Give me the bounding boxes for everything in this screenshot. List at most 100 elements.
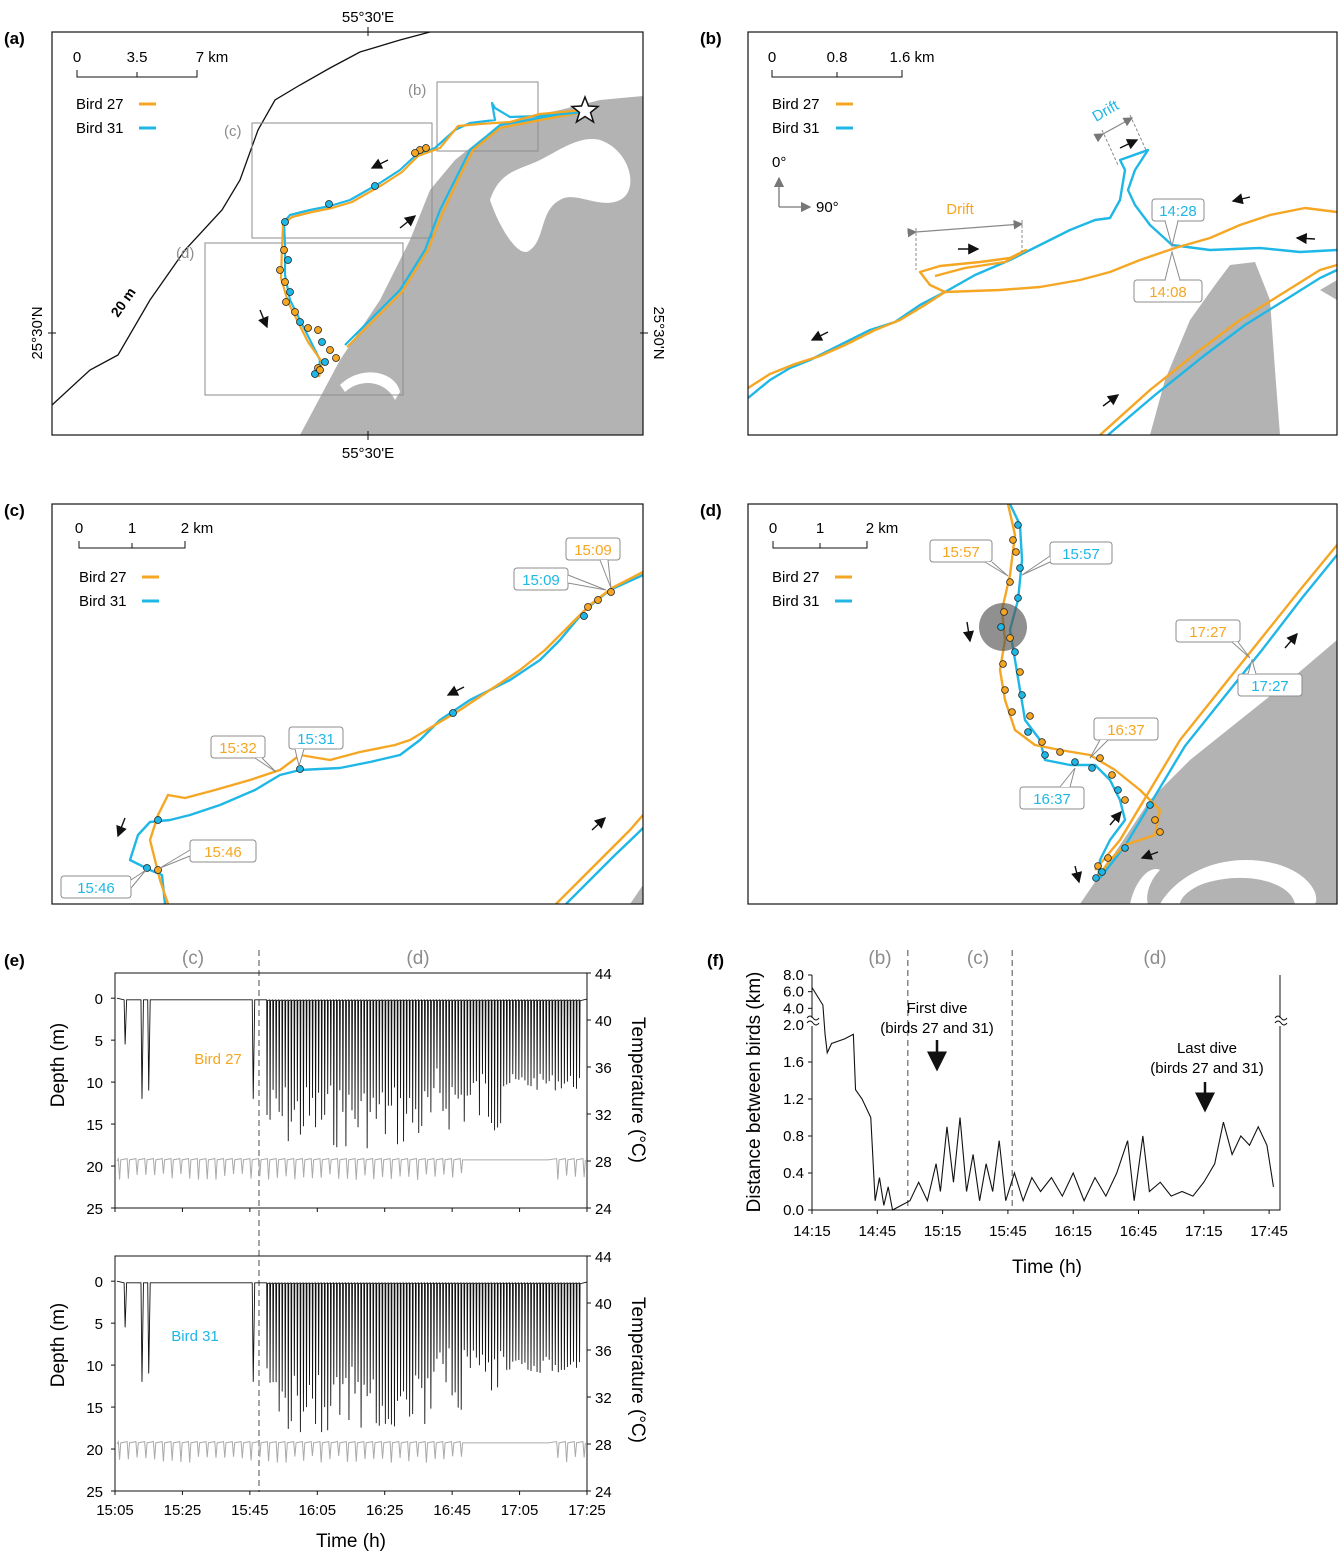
- time-label-d: 16:37: [1107, 722, 1145, 739]
- panel-e-section-d: (d): [406, 948, 429, 969]
- temperature-trace: [116, 1156, 586, 1180]
- dive-marker-a: [286, 288, 294, 296]
- callout-c-1546-31: 15:46: [60, 869, 147, 899]
- depth-tick-label: 10: [86, 1358, 103, 1375]
- depth-trace: [116, 1280, 588, 1433]
- dive-marker: [154, 816, 162, 824]
- dive-marker: [1016, 668, 1024, 676]
- dive-marker: [1151, 816, 1159, 824]
- depth-tick-label: 15: [86, 1117, 103, 1134]
- temp-tick-label: 40: [595, 1013, 612, 1030]
- time-tick-label: 15:45: [231, 1502, 269, 1519]
- panel-f: (f) (b) (c) (d) 8.06.04.02.0 1.6 1.2 0.8 0.4…: [707, 948, 1288, 1278]
- y-tick-label: 1.6: [783, 1054, 804, 1071]
- dive-marker: [1014, 594, 1022, 602]
- scale-b-max: 1.6 km: [889, 49, 934, 66]
- dive-marker: [1092, 874, 1100, 882]
- time-label-c: 15:09: [522, 572, 560, 589]
- xlabel-e: Time (h): [316, 1531, 386, 1552]
- time-label-d: 17:27: [1189, 624, 1227, 641]
- dive-marker: [1011, 648, 1019, 656]
- plot-frame: [114, 972, 588, 1209]
- dive-marker: [584, 603, 592, 611]
- direction-arrows-b: [810, 193, 1316, 407]
- legend-c-bird31: Bird 31: [79, 593, 127, 610]
- direction-arrows-d: [962, 621, 1298, 884]
- first-dive-label-1: First dive: [907, 1000, 968, 1017]
- y-tick-label: 6.0: [783, 984, 804, 1001]
- track-b-bird31: [748, 148, 1337, 399]
- xlabel-f: Time (h): [1012, 1257, 1082, 1278]
- inlet-a: [340, 372, 400, 400]
- temp-tick-label: 44: [595, 966, 612, 983]
- dive-marker-a: [316, 366, 324, 374]
- time-tick-label: 17:05: [501, 1502, 539, 1519]
- dive-marker: [1024, 728, 1032, 736]
- dive-marker: [1104, 854, 1112, 862]
- time-label-c: 15:09: [574, 542, 612, 559]
- dive-marker: [1156, 828, 1164, 836]
- dive-marker-a: [326, 346, 334, 354]
- callouts-d: 15:57 15:57 17:27 17:27 16:37: [929, 539, 1303, 810]
- track-b-bird31-return: [1107, 268, 1337, 435]
- legend-d: Bird 27 Bird 31: [772, 569, 852, 610]
- last-dive-label-1: Last dive: [1177, 1040, 1237, 1057]
- time-label-d: 16:37: [1033, 791, 1071, 808]
- x-tick-label: 15:45: [989, 1223, 1027, 1240]
- arrow-icon: [1231, 193, 1251, 205]
- scale-d-max: 2 km: [866, 520, 899, 537]
- panel-f-section-c: (c): [967, 948, 989, 969]
- ylabel-depth-bottom: Depth (m): [48, 1303, 69, 1387]
- legend-a-bird27: Bird 27: [76, 96, 124, 113]
- arrow-icon: [1284, 632, 1298, 649]
- dive-marker: [997, 623, 1005, 631]
- dive-marker: [1096, 754, 1104, 762]
- arrow-icon: [370, 158, 389, 169]
- legend-b-bird27: Bird 27: [772, 96, 820, 113]
- panel-a-letter: (a): [4, 29, 25, 48]
- direction-arrows-c: [116, 685, 607, 838]
- dive-marker-a: [284, 256, 292, 264]
- legend-c: Bird 27 Bird 31: [79, 569, 159, 610]
- panel-b: (b) 0 0.8 1.6 km Bird 27 Bird 31 0°: [700, 29, 1338, 436]
- axis-break-icon: [1274, 1020, 1288, 1026]
- panel-e-section-c: (c): [182, 948, 204, 969]
- y-tick-label: 2.0: [783, 1017, 804, 1034]
- callout-c-1532: 15:32: [210, 735, 277, 773]
- arrow-icon: [399, 215, 417, 229]
- dive-marker: [1009, 536, 1017, 544]
- temp-tick-label: 32: [595, 1390, 612, 1407]
- y-tick-label: 0.0: [783, 1202, 804, 1219]
- dive-marker: [143, 864, 151, 872]
- callout-b-1408: 14:08: [1133, 250, 1203, 303]
- callout-b-1428: 14:28: [1151, 198, 1205, 248]
- time-label-c: 15:46: [204, 844, 242, 861]
- panel-a-frame: [51, 31, 644, 436]
- temp-tick-label: 24: [595, 1201, 612, 1218]
- dive-marker: [1006, 578, 1014, 586]
- scale-b-mid: 0.8: [827, 49, 848, 66]
- inset-box-c: [251, 122, 433, 239]
- time-tick-label: 16:05: [299, 1502, 337, 1519]
- land-c: [630, 885, 643, 904]
- dive-marker: [1006, 634, 1014, 642]
- track-c-return-31: [565, 827, 643, 904]
- scale-a-mid: 3.5: [127, 49, 148, 66]
- arrow-icon: [1102, 394, 1120, 407]
- dive-marker: [449, 709, 457, 717]
- panel-f-section-b: (b): [868, 948, 891, 969]
- dive-marker: [1108, 771, 1116, 779]
- depth-tick-label: 10: [86, 1075, 103, 1092]
- scale-bar-b: 0 0.8 1.6 km: [768, 49, 935, 78]
- track-a-bird27-out: [346, 110, 586, 348]
- dive-marker: [1056, 748, 1064, 756]
- panel-d-frame: [747, 503, 1338, 905]
- dive-marker: [1008, 708, 1016, 716]
- lat-label-right: 25°30'N: [650, 306, 667, 359]
- callout-d-1557-31: 15:57: [1021, 541, 1113, 576]
- dive-marker: [1012, 548, 1020, 556]
- time-label-b-31: 14:28: [1159, 203, 1197, 220]
- legend-c-bird27: Bird 27: [79, 569, 127, 586]
- plot-frame: [114, 1255, 588, 1492]
